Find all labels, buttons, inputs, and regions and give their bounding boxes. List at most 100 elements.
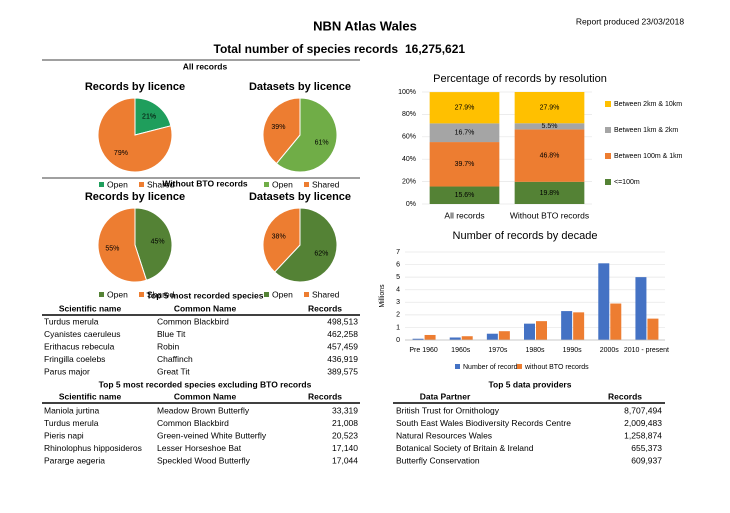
table-cell: 21,008 <box>332 418 358 428</box>
slice-label: 45% <box>151 238 165 245</box>
legend-swatch <box>517 364 522 369</box>
table-cell: 20,523 <box>332 430 358 440</box>
table-cell: 462,258 <box>327 329 358 339</box>
table-cell: British Trust for Ornithology <box>396 405 500 415</box>
y-tick-label: 2 <box>396 312 400 319</box>
y-tick-label: 100% <box>398 89 416 96</box>
table-cell: Botanical Society of Britain & Ireland <box>396 443 534 453</box>
x-tick-label: Pre 1960 <box>409 347 438 354</box>
table-cell: 436,919 <box>327 354 358 364</box>
value-label: 39.7% <box>455 161 475 168</box>
legend-label: <=100m <box>614 179 640 186</box>
legend-swatch <box>605 101 611 107</box>
table-cell: Natural Resources Wales <box>396 430 492 440</box>
table-cell: Turdus merula <box>44 316 99 326</box>
chart-title: Percentage of records by resolution <box>433 73 607 85</box>
pie-slice <box>97 97 173 173</box>
y-tick-label: 5 <box>396 274 400 281</box>
table-cell: Robin <box>157 341 179 351</box>
bar <box>647 318 659 340</box>
bar-segment <box>429 186 500 204</box>
y-tick-label: 40% <box>402 156 416 163</box>
table-cell: 655,373 <box>631 443 662 453</box>
bar <box>498 331 510 340</box>
slice-label: 61% <box>315 140 329 147</box>
slice-label: 79% <box>114 150 128 157</box>
y-tick-label: 0% <box>406 201 416 208</box>
legend-label: Open <box>107 179 128 189</box>
value-label: 27.9% <box>540 104 560 111</box>
y-tick-label: 0 <box>396 337 400 344</box>
slice-label: 55% <box>105 245 119 252</box>
table-cell: Pararge aegeria <box>44 456 105 466</box>
pie-slice <box>273 207 338 283</box>
table-header: Records <box>308 391 342 401</box>
total-label: Total number of species records <box>214 42 399 56</box>
table-cell: 33,319 <box>332 405 358 415</box>
legend-swatch <box>605 153 611 159</box>
table-cell: 17,140 <box>332 443 358 453</box>
y-tick-label: 1 <box>396 324 400 331</box>
legend-label: Shared <box>147 289 175 299</box>
value-label: 27.9% <box>455 105 475 112</box>
value-label: 46.8% <box>540 152 560 159</box>
y-tick-label: 6 <box>396 261 400 268</box>
table-header: Data Partner <box>420 391 471 401</box>
table-cell: Chaffinch <box>157 354 193 364</box>
legend-swatch <box>99 292 104 297</box>
value-label: 16.7% <box>455 130 475 137</box>
x-tick-label: 1990s <box>563 347 583 354</box>
legend-swatch <box>605 127 611 133</box>
table-cell: Common Blackbird <box>157 418 229 428</box>
bar <box>424 334 436 340</box>
legend-label: Open <box>272 179 293 189</box>
slice-label: 21% <box>142 114 156 121</box>
table-cell: Speckled Wood Butterfly <box>157 456 251 466</box>
value-label: 19.8% <box>540 190 560 197</box>
table-header: Common Name <box>174 391 237 401</box>
legend-swatch <box>605 179 611 185</box>
pie-slice <box>134 97 172 136</box>
y-tick-label: 7 <box>396 249 400 256</box>
y-tick-label: 80% <box>402 111 416 118</box>
table-cell: Meadow Brown Butterfly <box>157 405 250 415</box>
bar <box>573 312 585 340</box>
legend-label: without BTO records <box>524 364 589 371</box>
legend-label: Open <box>272 289 293 299</box>
table-cell: Great Tit <box>157 367 190 377</box>
table-cell: 609,937 <box>631 456 662 466</box>
y-axis-label: Millions <box>379 284 386 308</box>
bar <box>635 277 647 340</box>
x-tick-label: 2010 - present <box>624 347 669 354</box>
table-cell: Maniola jurtina <box>44 405 100 415</box>
table-title: Top 5 data providers <box>489 379 572 389</box>
bar <box>449 337 461 340</box>
legend-label: Shared <box>312 179 340 189</box>
bar <box>610 303 622 340</box>
slice-label: 62% <box>314 250 328 257</box>
value-label: 5.5% <box>542 123 558 130</box>
x-tick-label: 1970s <box>488 347 508 354</box>
table-cell: Cyanistes caeruleus <box>44 329 121 339</box>
slice-label: 38% <box>272 233 286 240</box>
legend-label: Shared <box>312 289 340 299</box>
table-cell: Lesser Horseshoe Bat <box>157 443 242 453</box>
table-cell: 2,009,483 <box>624 418 662 428</box>
table-cell: 457,459 <box>327 341 358 351</box>
report-date: Report produced 23/03/2018 <box>576 16 684 26</box>
bar <box>561 311 573 340</box>
legend-swatch <box>264 292 269 297</box>
bar-segment <box>514 123 585 130</box>
slice-label: 39% <box>271 124 285 131</box>
legend-swatch <box>139 292 144 297</box>
table-cell: 8,707,494 <box>624 405 662 415</box>
legend-label: Shared <box>147 179 175 189</box>
pie-slice <box>97 207 148 283</box>
legend-swatch <box>264 182 269 187</box>
bar <box>461 336 473 340</box>
table-cell: Rhinolophus hipposideros <box>44 443 142 453</box>
legend-label: Open <box>107 289 128 299</box>
bar-segment <box>514 181 585 204</box>
legend-label: Number of records <box>463 364 521 371</box>
